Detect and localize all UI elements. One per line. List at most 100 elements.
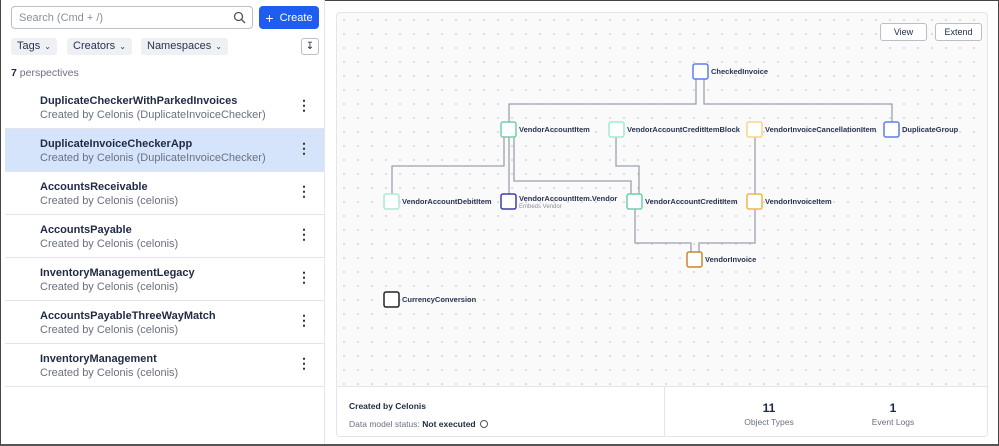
node-box bbox=[686, 251, 703, 268]
perspective-list-item[interactable]: AccountsPayableThreeWayMatch Created by C… bbox=[5, 301, 324, 344]
node-label: VendorAccountDebitItem bbox=[402, 197, 492, 206]
event-logs-stat: 1 Event Logs bbox=[853, 401, 933, 427]
perspective-preview: View Extend CheckedInvoice VendorAccountI… bbox=[336, 12, 988, 437]
filter-tags[interactable]: Tags ⌄ bbox=[11, 38, 57, 55]
object-type-node[interactable]: CheckedInvoice bbox=[692, 63, 768, 80]
object-types-count: 11 bbox=[762, 401, 776, 415]
perspective-title: DuplicateInvoiceCheckerApp bbox=[40, 138, 193, 150]
node-box bbox=[692, 63, 709, 80]
chevron-down-icon: ⌄ bbox=[215, 42, 222, 51]
perspectives-sidebar: Search (Cmd + /) + Create Tags ⌄ Creators ⌄… bbox=[1, 0, 325, 444]
created-by: Created by Celonis bbox=[349, 401, 426, 411]
more-options-icon[interactable]: ⋮ bbox=[297, 269, 311, 285]
perspective-subtitle: Created by Celonis (celonis) bbox=[40, 238, 179, 250]
more-options-icon[interactable]: ⋮ bbox=[297, 140, 311, 156]
filter-namespaces[interactable]: Namespaces ⌄ bbox=[141, 38, 228, 55]
perspective-subtitle: Created by Celonis (DuplicateInvoiceChec… bbox=[40, 109, 266, 121]
event-logs-label: Event Logs bbox=[871, 417, 915, 427]
perspective-title: InventoryManagement bbox=[40, 353, 157, 365]
relationship-edge bbox=[391, 137, 505, 194]
node-label: VendorAccountItem bbox=[519, 125, 590, 134]
perspective-title: AccountsPayable bbox=[40, 224, 132, 236]
status-circle-icon bbox=[480, 420, 488, 428]
object-type-diagram: CheckedInvoice VendorAccountItem VendorAcc… bbox=[383, 63, 959, 308]
more-options-icon[interactable]: ⋮ bbox=[297, 97, 311, 113]
node-label: CheckedInvoice bbox=[711, 67, 768, 76]
search-input[interactable]: Search (Cmd + /) bbox=[11, 6, 253, 29]
perspective-title: AccountsPayableThreeWayMatch bbox=[40, 310, 216, 322]
create-button[interactable]: + Create bbox=[259, 6, 319, 29]
object-types-label: Object Types bbox=[744, 417, 794, 427]
filter-creators[interactable]: Creators ⌄ bbox=[67, 38, 132, 55]
node-box bbox=[500, 121, 517, 138]
more-options-icon[interactable]: ⋮ bbox=[297, 226, 311, 242]
perspective-title: InventoryManagementLegacy bbox=[40, 267, 195, 279]
more-options-icon[interactable]: ⋮ bbox=[297, 183, 311, 199]
relationship-edge bbox=[698, 209, 756, 252]
node-label: DuplicateGroup bbox=[902, 125, 959, 134]
node-box bbox=[746, 121, 763, 138]
node-label: VendorInvoiceCancellationItem bbox=[765, 125, 877, 134]
relationship-edge bbox=[703, 79, 893, 122]
extend-button[interactable]: Extend bbox=[935, 23, 982, 41]
search-icon bbox=[233, 11, 246, 24]
node-label: VendorInvoiceItem bbox=[765, 197, 832, 206]
filter-label: Creators bbox=[73, 40, 116, 52]
perspective-subtitle: Created by Celonis (celonis) bbox=[40, 281, 179, 293]
node-box bbox=[626, 193, 643, 210]
event-logs-count: 1 bbox=[889, 401, 897, 415]
relationship-edge bbox=[508, 79, 697, 122]
perspective-list-item[interactable]: InventoryManagement Created by Celonis (c… bbox=[5, 344, 324, 387]
chevron-down-icon: ⌄ bbox=[44, 42, 51, 51]
filter-label: Tags bbox=[17, 40, 41, 52]
node-box bbox=[608, 121, 625, 138]
more-options-icon[interactable]: ⋮ bbox=[297, 355, 311, 371]
object-type-node[interactable]: VendorAccountDebitItem bbox=[383, 193, 492, 210]
object-type-node[interactable]: VendorAccountCreditItemBlock bbox=[608, 121, 741, 138]
data-model-status: Data model status: Not executed bbox=[349, 419, 488, 429]
perspective-list-item[interactable]: InventoryManagementLegacy Created by Celo… bbox=[5, 258, 324, 301]
search-placeholder: Search (Cmd + /) bbox=[19, 12, 104, 24]
perspective-title: AccountsReceivable bbox=[40, 181, 148, 193]
perspective-list-item[interactable]: DuplicateInvoiceCheckerApp Created by Cel… bbox=[5, 129, 324, 172]
node-box bbox=[383, 193, 400, 210]
object-type-node[interactable]: VendorInvoice bbox=[686, 251, 756, 268]
relationship-edge bbox=[513, 137, 632, 194]
object-type-node[interactable]: CurrencyConversion bbox=[383, 291, 477, 308]
object-type-node[interactable]: VendorInvoiceItem bbox=[746, 193, 832, 210]
perspective-subtitle: Created by Celonis (celonis) bbox=[40, 367, 179, 379]
node-label: VendorAccountCreditItem bbox=[645, 197, 738, 206]
sort-button[interactable]: ↧ bbox=[301, 38, 319, 55]
status-label: Data model status: bbox=[349, 419, 420, 429]
object-type-node[interactable]: DuplicateGroup bbox=[883, 121, 959, 138]
perspective-list-item[interactable]: AccountsReceivable Created by Celonis (ce… bbox=[5, 172, 324, 215]
count-label: perspectives bbox=[19, 67, 79, 79]
object-types-stat: 11 Object Types bbox=[729, 401, 809, 427]
perspectives-count: 7 perspectives bbox=[11, 67, 79, 79]
node-box bbox=[500, 193, 517, 210]
node-label: VendorInvoice bbox=[705, 255, 756, 264]
node-box bbox=[383, 291, 400, 308]
node-sublabel: Embeds Vendor bbox=[519, 204, 562, 210]
filter-label: Namespaces bbox=[147, 40, 212, 52]
view-button[interactable]: View bbox=[880, 23, 927, 41]
perspective-title: DuplicateCheckerWithParkedInvoices bbox=[40, 95, 238, 107]
sort-icon: ↧ bbox=[305, 41, 315, 52]
status-value: Not executed bbox=[422, 419, 476, 429]
more-options-icon[interactable]: ⋮ bbox=[297, 312, 311, 328]
relationship-edge bbox=[634, 209, 692, 252]
relationship-edge bbox=[615, 137, 640, 194]
chevron-down-icon: ⌄ bbox=[119, 42, 126, 51]
object-type-node[interactable]: VendorAccountCreditItem bbox=[626, 193, 738, 210]
perspective-subtitle: Created by Celonis (celonis) bbox=[40, 195, 179, 207]
perspective-subtitle: Created by Celonis (celonis) bbox=[40, 324, 179, 336]
object-type-node[interactable]: VendorInvoiceCancellationItem bbox=[746, 121, 877, 138]
object-type-node[interactable]: VendorAccountItem bbox=[500, 121, 590, 138]
node-label: VendorAccountCreditItemBlock bbox=[627, 125, 741, 134]
perspective-footer: Created by Celonis Data model status: No… bbox=[337, 386, 987, 436]
create-label: Create bbox=[279, 11, 313, 24]
node-box bbox=[746, 193, 763, 210]
perspective-list-item[interactable]: DuplicateCheckerWithParkedInvoices Create… bbox=[5, 86, 324, 129]
perspective-list-item[interactable]: AccountsPayable Created by Celonis (celon… bbox=[5, 215, 324, 258]
